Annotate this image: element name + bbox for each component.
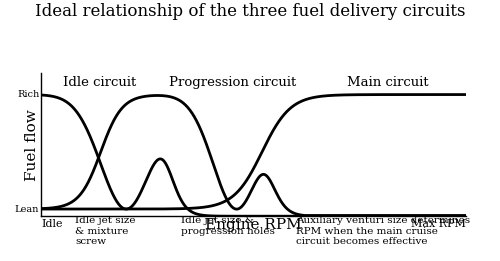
Text: Max RPM: Max RPM	[411, 219, 466, 229]
Y-axis label: Fuel flow: Fuel flow	[24, 109, 38, 181]
Text: Idle circuit: Idle circuit	[62, 76, 136, 89]
Text: Auxiliary venturi size determines
RPM when the main cruise
circuit becomes effec: Auxiliary venturi size determines RPM wh…	[296, 216, 470, 246]
Text: Idle jet size &
progression holes: Idle jet size & progression holes	[182, 216, 276, 236]
X-axis label: Engine RPM: Engine RPM	[205, 218, 302, 232]
Text: Main circuit: Main circuit	[347, 76, 428, 89]
Text: Idle: Idle	[42, 219, 63, 229]
Text: Progression circuit: Progression circuit	[168, 76, 296, 89]
Text: Ideal relationship of the three fuel delivery circuits: Ideal relationship of the three fuel del…	[35, 3, 465, 20]
Text: Rich: Rich	[17, 90, 39, 99]
Text: Lean: Lean	[15, 205, 39, 213]
Text: Idle jet size
& mixture
screw: Idle jet size & mixture screw	[76, 216, 136, 246]
